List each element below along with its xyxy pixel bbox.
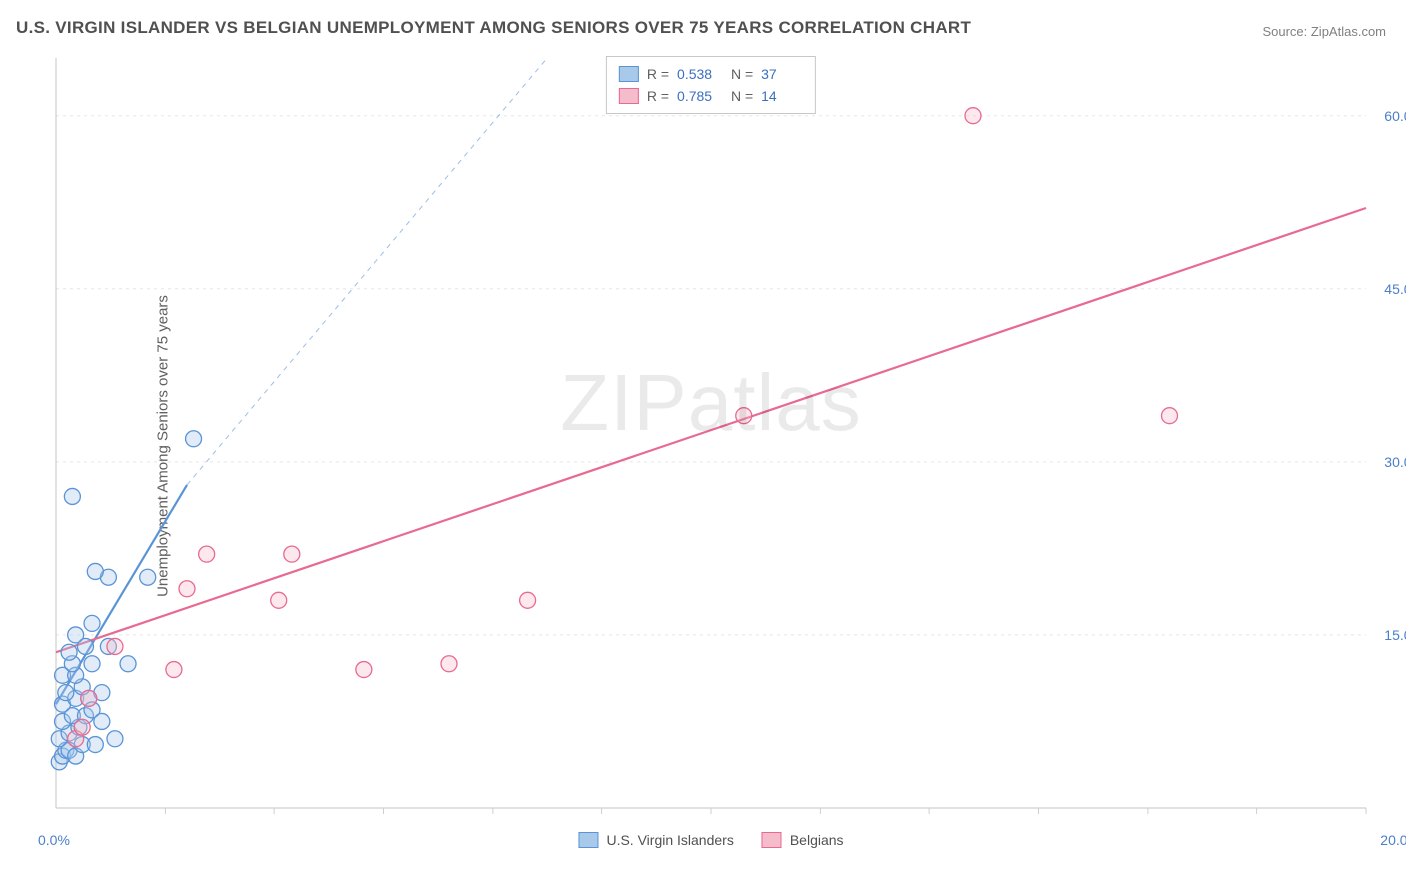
r-label: R = <box>647 85 669 107</box>
legend-item: Belgians <box>762 832 844 848</box>
stats-legend: R = 0.538 N = 37 R = 0.785 N = 14 <box>606 56 816 114</box>
source-attribution: Source: ZipAtlas.com <box>1262 24 1386 39</box>
r-value: 0.785 <box>677 85 719 107</box>
x-axis-max-label: 20.0% <box>1380 832 1406 848</box>
n-label: N = <box>727 63 753 85</box>
legend-item: U.S. Virgin Islanders <box>578 832 733 848</box>
y-tick-label: 60.0% <box>1384 108 1406 124</box>
legend-swatch <box>762 832 782 848</box>
plot-area: ZIPatlas R =0.538 N =37R =0.785 N =14 0.… <box>50 52 1372 814</box>
legend-swatch <box>619 66 639 82</box>
series-legend: U.S. Virgin Islanders Belgians <box>578 832 843 848</box>
legend-label: Belgians <box>790 832 844 848</box>
scatter-chart-svg <box>50 52 1372 814</box>
n-value: 37 <box>761 63 803 85</box>
y-tick-label: 45.0% <box>1384 281 1406 297</box>
legend-swatch <box>578 832 598 848</box>
stats-legend-row: R = 0.538 N = 37 <box>619 63 803 85</box>
stats-legend-row: R = 0.785 N = 14 <box>619 85 803 107</box>
y-tick-label: 30.0% <box>1384 454 1406 470</box>
chart-title: U.S. VIRGIN ISLANDER VS BELGIAN UNEMPLOY… <box>16 18 971 38</box>
x-axis-origin-label: 0.0% <box>38 832 70 848</box>
legend-swatch <box>619 88 639 104</box>
legend-label: U.S. Virgin Islanders <box>606 832 733 848</box>
y-tick-label: 15.0% <box>1384 627 1406 643</box>
n-value: 14 <box>761 85 803 107</box>
r-value: 0.538 <box>677 63 719 85</box>
n-label: N = <box>727 85 753 107</box>
r-label: R = <box>647 63 669 85</box>
